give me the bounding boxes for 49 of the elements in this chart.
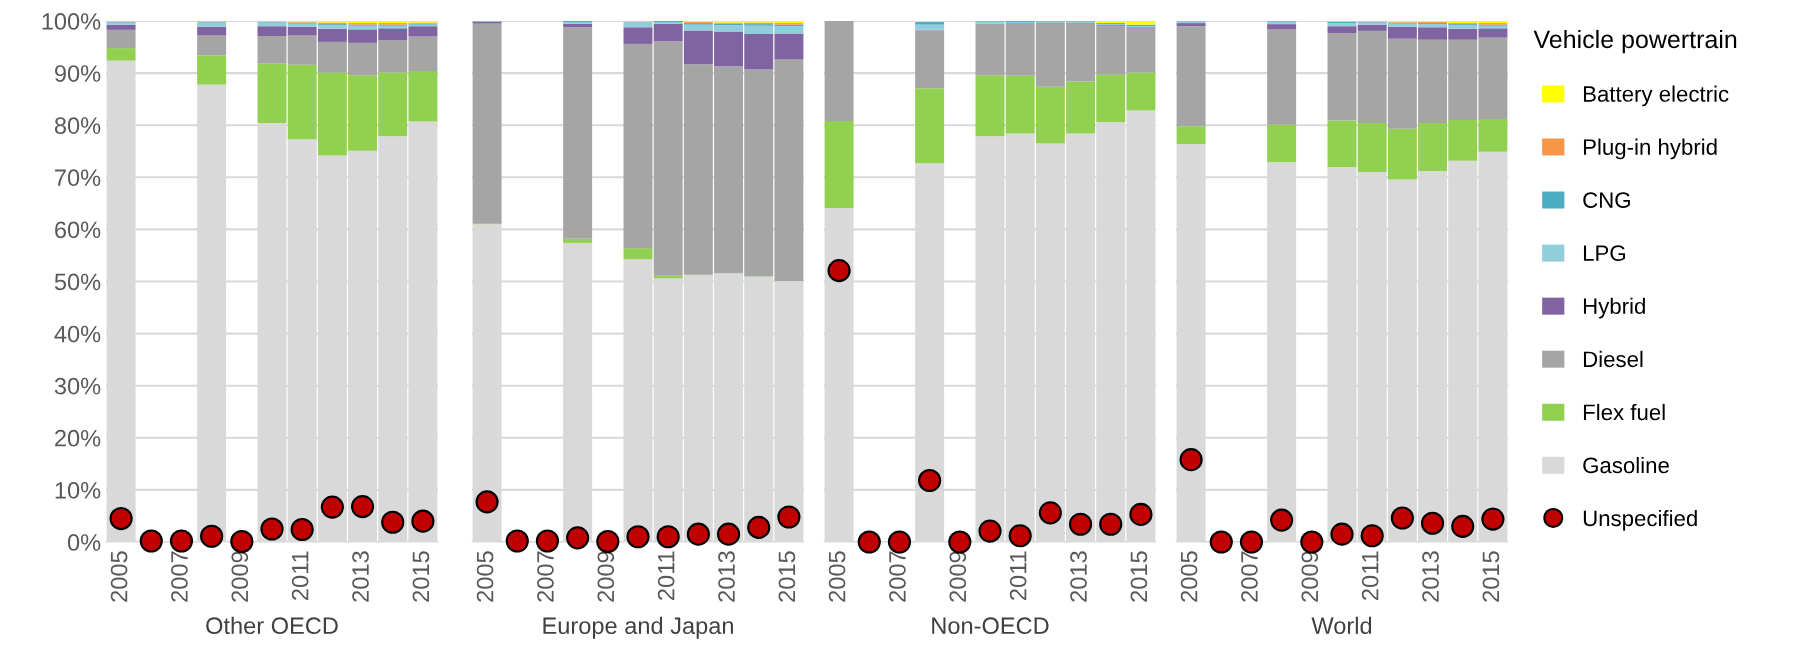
x-tick-label: 2009 bbox=[231, 551, 249, 602]
y-tick-label: 60% bbox=[55, 221, 101, 239]
x-tick-label: 2015 bbox=[412, 551, 430, 602]
x-tick-label: 2011 bbox=[657, 551, 675, 600]
x-tick-label: 2009 bbox=[1301, 551, 1319, 602]
x-axis-title: Europe and Japan bbox=[543, 616, 733, 639]
x-tick-label: 2005 bbox=[1180, 551, 1198, 602]
x-axis-title: World bbox=[1311, 616, 1372, 635]
x-axis-title: Non-OECD bbox=[932, 617, 1049, 635]
x-tick-label: 2005 bbox=[110, 551, 128, 602]
x-tick-label: 2013 bbox=[1422, 551, 1439, 602]
legend-label: Plug-in hybrid bbox=[1583, 138, 1717, 160]
legend-label: Gasoline bbox=[1583, 456, 1669, 474]
legend-label: Battery electric bbox=[1583, 85, 1729, 107]
x-tick-label: 2005 bbox=[476, 551, 494, 602]
x-tick-label: 2007 bbox=[171, 551, 188, 602]
x-tick-label: 2011 bbox=[1361, 551, 1379, 600]
y-tick-label: 70% bbox=[55, 169, 101, 187]
y-tick-label: 100% bbox=[42, 13, 101, 30]
y-tick-label: 90% bbox=[54, 65, 101, 82]
y-tick-label: 40% bbox=[54, 325, 101, 343]
x-tick-label: 2015 bbox=[1482, 551, 1500, 602]
y-tick-label: 0% bbox=[67, 534, 101, 551]
legend-label: Diesel bbox=[1583, 350, 1643, 368]
x-tick-label: 2011 bbox=[291, 551, 309, 600]
legend-label: CNG bbox=[1583, 192, 1630, 208]
x-tick-label: 2013 bbox=[718, 551, 735, 602]
x-tick-label: 2009 bbox=[949, 551, 967, 602]
x-tick-label: 2007 bbox=[1241, 551, 1258, 602]
y-tick-label: 20% bbox=[55, 429, 101, 447]
y-tick-label: 10% bbox=[55, 481, 101, 499]
y-tick-label: 80% bbox=[54, 117, 101, 134]
x-tick-label: 2005 bbox=[828, 551, 846, 602]
legend-label: LPG bbox=[1583, 245, 1625, 262]
legend-title: Vehicle powertrain bbox=[1533, 29, 1737, 54]
y-tick-label: 30% bbox=[54, 377, 101, 395]
x-tick-label: 2015 bbox=[1130, 551, 1148, 602]
legend-label: Unspecified bbox=[1583, 509, 1697, 531]
x-tick-label: 2009 bbox=[597, 551, 615, 602]
legend-label: Flex fuel bbox=[1583, 403, 1665, 421]
x-axis-title: Other OECD bbox=[206, 616, 338, 635]
legend-label: Hybrid bbox=[1583, 297, 1645, 319]
x-tick-label: 2015 bbox=[778, 551, 796, 602]
x-tick-label: 2013 bbox=[352, 551, 369, 602]
x-tick-label: 2007 bbox=[889, 551, 906, 602]
x-tick-label: 2007 bbox=[537, 551, 554, 602]
x-tick-label: 2011 bbox=[1009, 551, 1027, 600]
x-tick-label: 2013 bbox=[1070, 551, 1087, 602]
y-tick-label: 50% bbox=[54, 273, 101, 291]
